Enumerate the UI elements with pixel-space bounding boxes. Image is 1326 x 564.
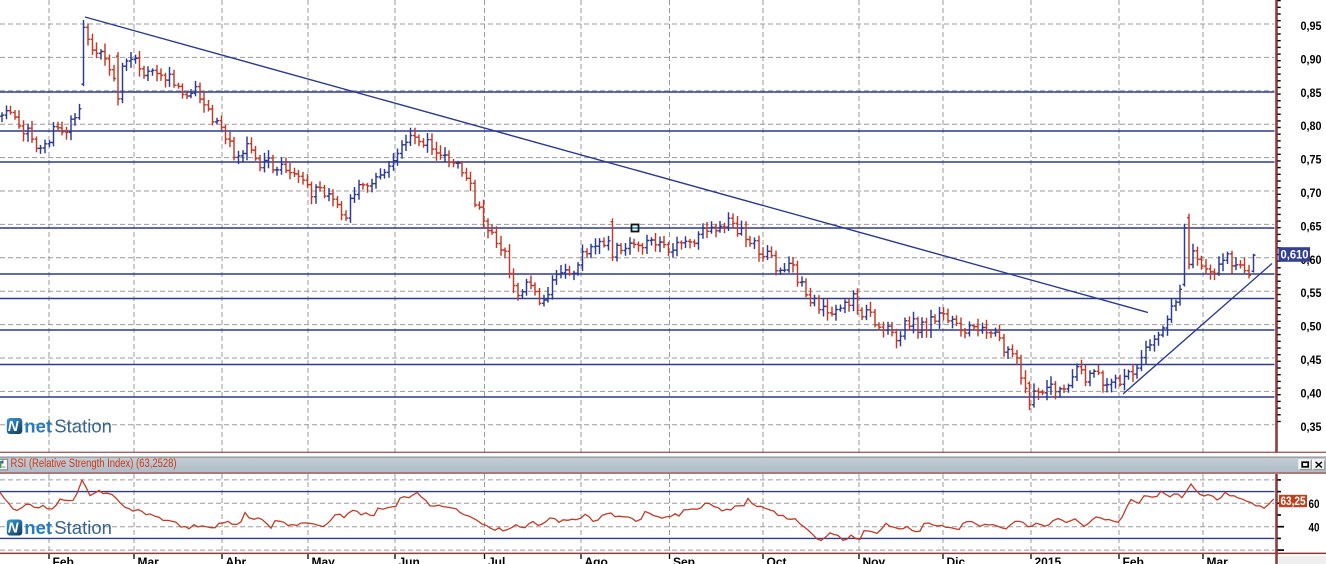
svg-text:May: May: [312, 555, 336, 564]
svg-text:0,50: 0,50: [1301, 320, 1322, 334]
svg-text:Mar: Mar: [1207, 555, 1229, 564]
svg-text:Jul: Jul: [488, 555, 505, 564]
svg-text:net: net: [24, 517, 52, 538]
svg-text:net: net: [24, 416, 52, 437]
svg-text:0,90: 0,90: [1301, 52, 1322, 66]
svg-text:0,85: 0,85: [1301, 86, 1322, 100]
svg-text:0,45: 0,45: [1301, 353, 1322, 367]
svg-text:0,65: 0,65: [1301, 219, 1322, 233]
svg-text:Mar: Mar: [138, 555, 160, 564]
svg-text:40: 40: [1309, 521, 1320, 535]
svg-text:Feb: Feb: [1123, 555, 1144, 564]
svg-text:0,610: 0,610: [1281, 248, 1309, 262]
svg-text:Ago: Ago: [585, 555, 608, 564]
svg-text:Feb: Feb: [53, 555, 74, 564]
svg-text:0,40: 0,40: [1301, 386, 1322, 400]
svg-text:0,75: 0,75: [1301, 153, 1322, 167]
svg-text:2015: 2015: [1035, 555, 1062, 564]
svg-text:Dic: Dic: [947, 555, 966, 564]
svg-text:63,25: 63,25: [1281, 496, 1307, 508]
svg-text:0,70: 0,70: [1301, 186, 1322, 200]
svg-text:Station: Station: [54, 517, 112, 538]
svg-text:0,35: 0,35: [1301, 420, 1322, 434]
svg-text:Jun: Jun: [399, 555, 420, 564]
svg-text:60: 60: [1309, 497, 1320, 511]
svg-text:N: N: [8, 419, 19, 435]
svg-text:Station: Station: [54, 416, 112, 437]
svg-text:Oct: Oct: [767, 555, 787, 564]
svg-text:0,80: 0,80: [1301, 119, 1322, 133]
svg-text:RSI (Relative Strength Index): RSI (Relative Strength Index) (63,2528): [11, 458, 177, 470]
svg-text:N: N: [8, 521, 19, 537]
svg-text:Nov: Nov: [863, 555, 886, 564]
svg-text:0,95: 0,95: [1301, 19, 1322, 33]
svg-text:Sep: Sep: [673, 555, 695, 564]
svg-text:Abr: Abr: [226, 555, 247, 564]
svg-text:0,55: 0,55: [1301, 286, 1322, 300]
